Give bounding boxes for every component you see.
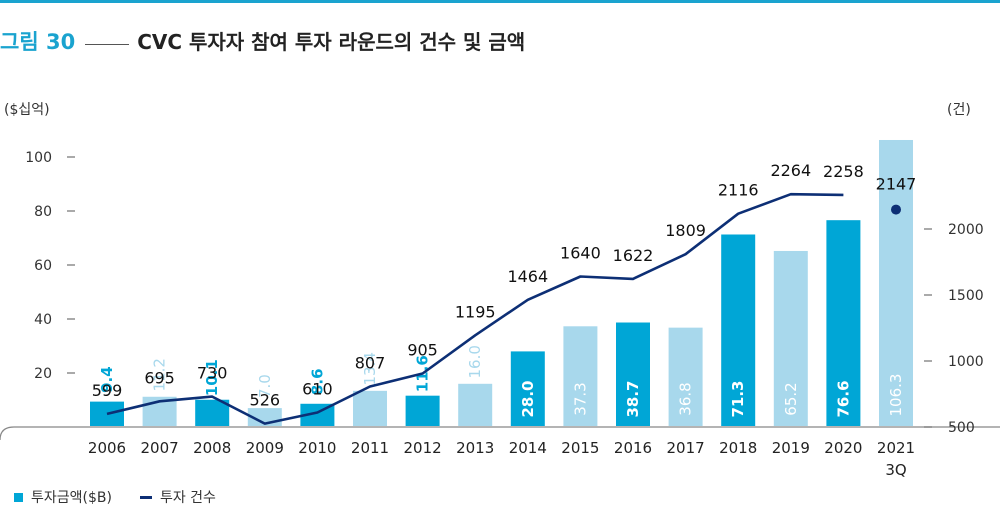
figure-title: CVC 투자자 참여 투자 라운드의 건수 및 금액 (137, 30, 526, 54)
chart-legend: 투자금액($B) 투자 건수 (14, 487, 216, 507)
bar-2016 (616, 322, 650, 426)
x-tick-label: 2016 (614, 439, 652, 457)
count-point-2021-3q (891, 204, 901, 215)
bar-value-label: 8.6 (308, 368, 326, 395)
bar-2011 (353, 390, 387, 426)
x-tick-label: 2017 (667, 439, 705, 457)
bar-value-label: 13.4 (361, 352, 379, 385)
legend-line-swatch (139, 495, 152, 499)
bar-value-label: 7.0 (256, 374, 274, 398)
figure-header: 그림 30 CVC 투자자 참여 투자 라운드의 건수 및 금액 (0, 26, 525, 56)
x-tick-label: 3Q (885, 461, 906, 479)
bar-2018 (721, 234, 756, 426)
count-value-label: 730 (197, 364, 228, 383)
count-line (106, 192, 844, 425)
y-right-tick-label: 500 (948, 420, 975, 436)
y-left-tick-label: 40 (34, 312, 52, 328)
bar-value-label: 71.3 (729, 380, 747, 417)
count-value-label: 526 (250, 391, 281, 410)
x-tick-label: 2008 (193, 439, 231, 457)
x-tick-label: 2021 (877, 439, 915, 457)
y-left-tick-label: 100 (25, 150, 52, 166)
y-right-tick-label: 1500 (948, 288, 984, 304)
bar-value-label: 28.0 (519, 380, 537, 417)
top-accent-rule (0, 0, 1000, 3)
bar-2020 (826, 220, 861, 426)
bar-value-label: 106.3 (887, 374, 905, 417)
x-tick-label: 2009 (246, 439, 284, 457)
legend-bar-label: 투자금액($B) (31, 490, 112, 506)
count-value-label: 2258 (823, 162, 864, 181)
count-value-label: 599 (92, 381, 123, 400)
count-value-label: 2264 (770, 161, 811, 180)
count-value-label: 2116 (718, 181, 759, 200)
x-axis-baseline (0, 426, 1000, 441)
x-tick-label: 2013 (456, 439, 494, 457)
bar-value-label: 9.4 (98, 366, 116, 393)
count-value-label: 1464 (507, 267, 548, 286)
x-tick-label: 2014 (509, 439, 547, 457)
bar-2014 (510, 351, 545, 426)
bar-value-label: 38.7 (624, 380, 642, 417)
bar-value-label: 65.2 (782, 382, 800, 415)
bar-value-label: 16.0 (466, 345, 484, 378)
count-value-label: 1622 (613, 246, 654, 265)
bar-value-label: 36.8 (677, 382, 695, 415)
bar-2019 (773, 250, 808, 426)
count-value-label: 2147 (876, 175, 917, 194)
x-tick-label: 2006 (88, 439, 126, 457)
bar-value-label: 76.6 (834, 380, 852, 417)
x-tick-label: 2019 (772, 439, 810, 457)
bar-value-label: 10.1 (203, 359, 221, 396)
bar-2017 (668, 327, 703, 426)
bar-2015 (563, 326, 598, 426)
bar-value-label: 11.2 (151, 358, 169, 391)
bar-value-label: 37.3 (571, 382, 589, 415)
count-value-label: 1640 (560, 244, 601, 263)
y-left-tick-label: 60 (34, 258, 52, 274)
y-right-tick-label: 2000 (948, 222, 984, 238)
y-right-tick-label: 1000 (948, 354, 984, 370)
bar-2021 (879, 139, 913, 427)
legend-line-label: 투자 건수 (159, 490, 216, 506)
x-tick-label: 2007 (141, 439, 179, 457)
x-tick-label: 2015 (561, 439, 599, 457)
legend-bar-swatch (14, 492, 23, 502)
figure-title-separator (85, 44, 130, 45)
bar-2008 (195, 399, 230, 426)
figure-label: 그림 30 (0, 30, 76, 54)
y-left-tick-label: 80 (34, 204, 52, 220)
x-tick-label: 2020 (824, 439, 862, 457)
count-value-label: 1809 (665, 221, 706, 240)
x-tick-label: 2011 (351, 439, 389, 457)
count-value-label: 610 (302, 379, 333, 398)
y-axis-left-label: ($십억) (4, 102, 50, 118)
count-value-label: 807 (355, 353, 386, 372)
bar-2012 (405, 395, 440, 426)
y-axis-right-label: (건) (947, 102, 971, 118)
bar-2013 (458, 383, 493, 426)
x-tick-label: 2010 (298, 439, 336, 457)
count-value-label: 905 (407, 341, 438, 360)
count-value-label: 1195 (455, 302, 496, 321)
x-tick-label: 2018 (719, 439, 757, 457)
y-left-tick-label: 20 (34, 366, 52, 382)
count-value-label: 695 (144, 368, 175, 387)
x-tick-label: 2012 (404, 439, 442, 457)
